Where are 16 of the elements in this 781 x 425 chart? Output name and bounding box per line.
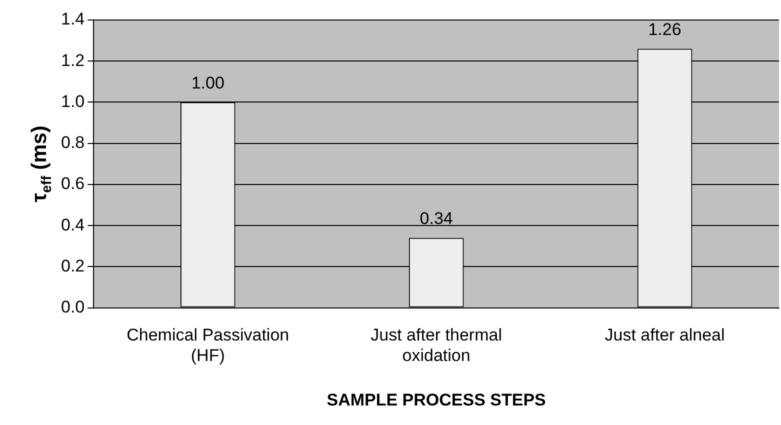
data-label: 0.34 <box>420 209 453 228</box>
x-tick-label: Just after alneal <box>604 326 725 345</box>
y-tick-label: 0.0 <box>60 297 85 316</box>
y-tick-label: 1.0 <box>60 92 85 111</box>
x-tick-label: Just after thermal oxidation <box>370 326 502 366</box>
y-axis-title: τeff (ms) <box>28 126 54 202</box>
data-label: 1.00 <box>191 73 224 92</box>
y-tick-label: 0.2 <box>60 256 85 276</box>
data-label: 1.26 <box>648 20 682 39</box>
y-tick-label: 1.4 <box>60 10 85 29</box>
y-tick-label: 0.6 <box>60 174 85 194</box>
y-tick-label: 0.8 <box>60 133 85 152</box>
x-axis-title: SAMPLE PROCESS STEPS <box>326 390 546 410</box>
x-tick-label: Chemical Passivation (HF) <box>126 326 290 366</box>
y-tick-label: 0.4 <box>60 215 85 234</box>
y-tick-label: 1.2 <box>60 50 85 70</box>
